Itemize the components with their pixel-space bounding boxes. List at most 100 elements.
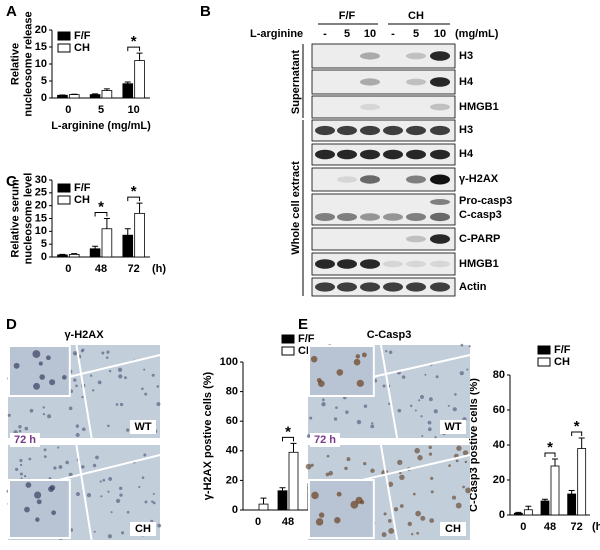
panel-label: B <box>200 3 211 20</box>
error-bar <box>103 218 110 229</box>
x-tick-label: 5 <box>98 104 104 116</box>
legend-label: CH <box>554 356 570 368</box>
significance-mark: * <box>131 183 137 200</box>
legend-swatch <box>281 346 295 356</box>
micrograph-texture <box>107 424 110 428</box>
blot-band <box>360 125 380 136</box>
micrograph-texture <box>108 477 113 481</box>
micrograph-texture <box>345 410 349 414</box>
micrograph-texture <box>141 476 145 480</box>
micrograph-texture <box>321 402 326 407</box>
y-tick-label: 10 <box>35 58 47 70</box>
micrograph-texture <box>102 478 106 482</box>
blot-band <box>315 282 335 292</box>
y-tick-label: 40 <box>493 439 505 451</box>
micrograph-texture <box>321 398 325 402</box>
micrograph-texture <box>24 506 30 513</box>
blot-band <box>360 213 380 221</box>
micrograph-texture <box>53 466 57 470</box>
blot-strip <box>311 95 456 119</box>
micrograph-texture <box>350 500 359 509</box>
y-tick-label: 60 <box>493 404 505 416</box>
x-tick-label: 0 <box>65 104 71 116</box>
micrograph-texture <box>42 412 46 416</box>
bar <box>57 94 68 99</box>
micrograph-texture <box>328 470 333 476</box>
micrograph-texture <box>156 402 161 407</box>
y-tick-label: 40 <box>226 445 238 457</box>
error-bar <box>124 81 131 84</box>
micrograph-texture <box>82 427 86 432</box>
blot-band <box>360 103 380 111</box>
micrograph-texture <box>370 424 375 429</box>
micrograph-texture <box>121 531 125 535</box>
error-bar <box>542 498 548 501</box>
band-label: γ-H2AX <box>459 173 499 185</box>
micrograph-texture <box>399 504 404 508</box>
y-tick-label: 0 <box>232 504 238 516</box>
micrograph-texture <box>353 358 361 366</box>
micrograph-texture <box>115 498 121 504</box>
y-axis-label: nucleosome level <box>22 173 34 265</box>
micrograph-texture <box>24 426 29 431</box>
micrograph-texture <box>468 345 471 348</box>
significance-bracket <box>282 436 294 442</box>
x-unit: (h) <box>592 521 600 533</box>
micrograph-texture <box>334 517 341 524</box>
micrograph-texture <box>117 367 123 372</box>
bar <box>57 254 68 258</box>
micrograph-texture <box>58 465 63 469</box>
micrograph-texture <box>7 413 11 417</box>
micrograph-texture <box>118 374 123 379</box>
x-unit: (h) <box>152 263 166 275</box>
micrograph-texture <box>306 434 311 438</box>
micrograph-texture <box>28 457 32 461</box>
micrograph-texture <box>124 376 127 380</box>
micrograph-texture <box>49 484 56 491</box>
y-tick-label: 15 <box>35 212 47 224</box>
bar <box>122 83 134 99</box>
legend-swatch <box>57 31 71 41</box>
blot-strip <box>311 252 456 276</box>
micrograph-texture <box>310 463 314 467</box>
significance-mark: * <box>574 418 580 435</box>
micrograph-texture <box>309 416 313 420</box>
y-tick-label: 0 <box>41 251 47 263</box>
x-tick-label: 0 <box>65 263 71 275</box>
blot-band <box>315 149 335 160</box>
x-tick-label: 72 <box>128 263 140 275</box>
significance-mark: * <box>98 198 104 215</box>
micrograph-texture <box>151 500 154 503</box>
micrograph-texture <box>126 510 130 514</box>
y-tick-label: 0 <box>499 509 505 521</box>
micrograph-texture <box>108 369 112 373</box>
micrograph-texture <box>363 404 368 408</box>
legend-label: F/F <box>554 344 571 356</box>
micrograph-texture <box>19 463 23 467</box>
micrograph-texture <box>19 458 23 463</box>
legend-swatch <box>537 357 551 367</box>
blot-band <box>430 103 450 111</box>
micrograph-title: C-Casp3 <box>367 329 412 341</box>
group-label: F/F <box>339 10 356 22</box>
blot-band <box>430 199 450 205</box>
micrograph-texture <box>455 502 462 509</box>
micrograph-texture <box>305 463 312 470</box>
micrograph-texture <box>318 512 325 518</box>
error-bar <box>279 487 286 491</box>
micrograph-texture <box>34 491 42 499</box>
legend-label: F/F <box>74 182 91 194</box>
micrograph-texture <box>412 492 416 496</box>
micrograph-texture <box>356 419 362 425</box>
micrograph-texture <box>65 460 69 465</box>
micrograph-title: γ-H2AX <box>64 329 104 341</box>
micrograph-texture <box>91 389 95 392</box>
y-axis-label: Relative <box>9 43 21 85</box>
band-label: H3 <box>459 124 473 136</box>
micrograph-texture <box>80 349 84 353</box>
micrograph-texture <box>393 507 399 512</box>
band-label: Pro-casp3 <box>459 195 512 207</box>
micrograph-texture <box>51 510 57 516</box>
micrograph-texture <box>434 436 437 439</box>
